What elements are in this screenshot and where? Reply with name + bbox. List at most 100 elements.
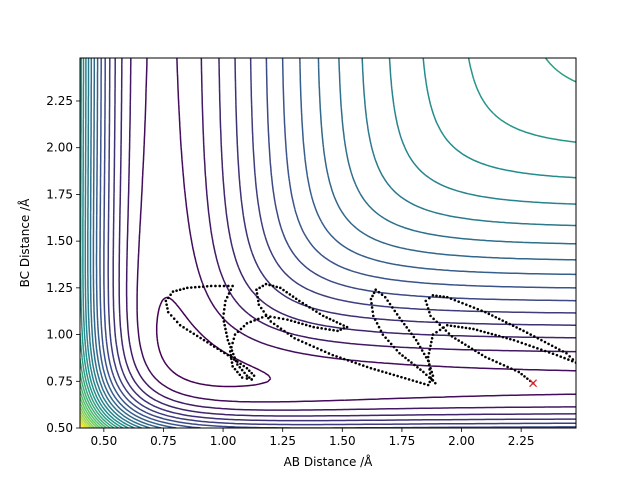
- trajectory-point: [412, 335, 416, 339]
- trajectory-point: [256, 299, 260, 303]
- trajectory-point: [505, 336, 508, 340]
- trajectory-point: [225, 335, 229, 338]
- trajectory-point: [222, 312, 225, 315]
- trajectory-point: [435, 320, 438, 324]
- trajectory-point: [342, 327, 346, 330]
- trajectory-point: [342, 324, 345, 327]
- trajectory-point: [301, 301, 305, 305]
- trajectory-point: [438, 294, 442, 298]
- trajectory-point: [339, 328, 343, 331]
- trajectory-point: [219, 349, 223, 353]
- trajectory-point: [214, 284, 217, 288]
- trajectory-point: [233, 333, 237, 336]
- trajectory-point: [253, 319, 256, 322]
- trajectory-point: [312, 325, 315, 329]
- trajectory-point: [318, 312, 322, 316]
- trajectory-point: [551, 352, 555, 356]
- trajectory-point: [206, 341, 209, 344]
- trajectory-point: [255, 292, 259, 295]
- trajectory-point: [570, 359, 574, 363]
- trajectory-point: [226, 338, 230, 342]
- trajectory-point: [238, 373, 242, 377]
- trajectory-point: [293, 337, 296, 340]
- trajectory-point: [224, 331, 228, 334]
- trajectory-point: [410, 332, 413, 336]
- contour-line: [99, 58, 576, 428]
- trajectory-point: [547, 342, 550, 346]
- trajectory-point: [497, 317, 501, 321]
- trajectory-point: [502, 363, 506, 367]
- trajectory-point: [426, 355, 430, 359]
- trajectory-point: [372, 291, 376, 295]
- trajectory-point: [242, 364, 246, 368]
- trajectory-point: [345, 325, 349, 329]
- trajectory-point: [332, 319, 335, 322]
- trajectory-point: [231, 341, 234, 345]
- trajectory-point: [257, 317, 260, 321]
- contour-line: [80, 58, 576, 428]
- trajectory-point: [232, 337, 236, 341]
- trajectory-point: [229, 345, 232, 349]
- contour-line: [80, 420, 86, 428]
- trajectory-point: [386, 299, 389, 302]
- trajectory-point: [428, 372, 432, 375]
- trajectory-point: [474, 349, 477, 353]
- x-tick-label: 2.00: [448, 434, 475, 448]
- trajectory-point: [522, 329, 525, 333]
- trajectory-point: [388, 372, 392, 376]
- contour-line: [82, 58, 576, 428]
- x-tick-label: 1.75: [389, 434, 416, 448]
- trajectory-point: [487, 312, 491, 316]
- trajectory-point: [430, 377, 433, 381]
- trajectory-point: [223, 351, 226, 355]
- trajectory-point: [425, 303, 429, 306]
- trajectory-point: [498, 362, 502, 365]
- trajectory-point: [568, 355, 571, 358]
- trajectory-point: [383, 295, 387, 299]
- trajectory-point: [442, 326, 445, 329]
- trajectory-point: [461, 301, 464, 305]
- trajectory-point: [532, 335, 536, 338]
- trajectory-point: [457, 300, 460, 303]
- trajectory-point: [447, 332, 451, 335]
- trajectory-point: [393, 309, 397, 313]
- trajectory-point: [283, 329, 286, 333]
- trajectory-point: [289, 319, 293, 322]
- trajectory-point: [392, 373, 396, 377]
- trajectory-point: [430, 340, 433, 344]
- trajectory-point: [166, 310, 170, 314]
- trajectory-point: [567, 358, 570, 361]
- trajectory-point: [508, 322, 511, 326]
- trajectory-point: [475, 328, 479, 332]
- trajectory-point: [434, 381, 437, 385]
- trajectory-point: [279, 286, 282, 290]
- trajectory-point: [301, 322, 304, 326]
- trajectory-point: [510, 367, 513, 370]
- trajectory-point: [195, 334, 199, 338]
- trajectory-point: [268, 283, 271, 287]
- trajectory-point: [410, 361, 413, 364]
- trajectory-point: [529, 333, 532, 336]
- plot-area: [80, 58, 576, 428]
- trajectory-point: [354, 361, 357, 365]
- trajectory-point: [380, 293, 384, 297]
- contour-line: [155, 296, 272, 388]
- trajectory-point: [189, 330, 192, 333]
- contour-line: [107, 58, 576, 426]
- contour-line: [112, 58, 576, 422]
- trajectory-point: [201, 285, 205, 288]
- trajectory-point: [372, 314, 375, 318]
- trajectory-point: [328, 328, 331, 331]
- trajectory-point: [523, 375, 526, 378]
- trajectory-point: [261, 284, 265, 288]
- trajectory-point: [288, 293, 292, 296]
- x-tick-label: 1.00: [210, 434, 237, 448]
- trajectory-point: [525, 331, 529, 334]
- trajectory-point: [331, 353, 335, 357]
- trajectory-point: [425, 373, 428, 377]
- y-axis-label: BC Distance /Å: [17, 198, 32, 288]
- trajectory-point: [291, 295, 295, 298]
- trajectory-point: [224, 299, 227, 303]
- trajectory-point: [435, 330, 438, 334]
